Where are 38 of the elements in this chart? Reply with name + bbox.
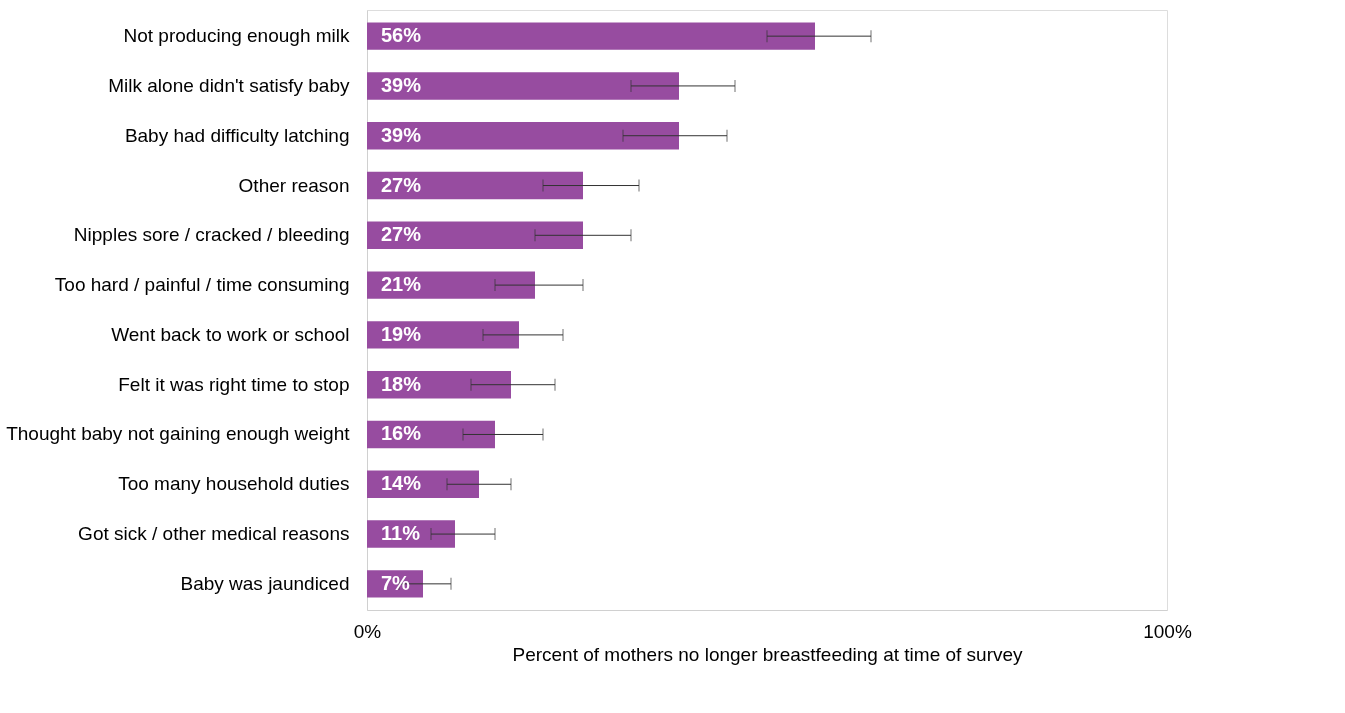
y-tick-label: Not producing enough milk	[123, 25, 350, 47]
y-tick-label: Nipples sore / cracked / bleeding	[73, 224, 350, 246]
data-label: 19%	[381, 322, 422, 345]
data-label: 18%	[381, 372, 422, 395]
y-tick-label: Milk alone didn't satisfy baby	[108, 74, 350, 96]
bar	[367, 321, 519, 349]
y-tick-label: Thought baby not gaining enough weight	[6, 423, 351, 445]
data-label: 39%	[381, 73, 422, 96]
bar	[367, 470, 479, 498]
data-label: 7%	[381, 571, 411, 594]
data-label: 14%	[381, 472, 422, 495]
data-label: 39%	[381, 123, 422, 146]
data-label: 16%	[381, 422, 422, 445]
bar	[367, 122, 679, 150]
bar	[367, 171, 583, 200]
data-label: 56%	[381, 24, 422, 47]
bar	[367, 371, 511, 399]
y-tick-label: Too hard / painful / time consuming	[54, 274, 350, 296]
data-label: 27%	[381, 223, 422, 246]
y-tick-label: Baby was jaundiced	[180, 572, 350, 594]
y-tick-label: Got sick / other medical reasons	[78, 523, 350, 545]
bar	[367, 22, 815, 50]
y-tick-label: Went back to work or school	[111, 323, 350, 345]
x-tick-label: 100%	[1143, 620, 1192, 642]
bar	[367, 221, 583, 249]
y-tick-label: Baby had difficulty latching	[124, 124, 350, 146]
y-tick-label: Other reason	[238, 174, 350, 196]
data-label: 21%	[381, 273, 422, 296]
x-tick-label: 0%	[353, 620, 382, 642]
x-axis-title: Percent of mothers no longer breastfeeding at time of survey	[512, 643, 1024, 665]
bar	[367, 520, 455, 548]
data-label: 11%	[381, 522, 421, 545]
bar	[367, 271, 535, 299]
bar	[367, 420, 495, 449]
data-label: 27%	[381, 173, 422, 196]
y-tick-label: Too many household duties	[118, 473, 350, 495]
bar	[367, 72, 679, 100]
y-tick-label: Felt it was right time to stop	[118, 373, 350, 395]
